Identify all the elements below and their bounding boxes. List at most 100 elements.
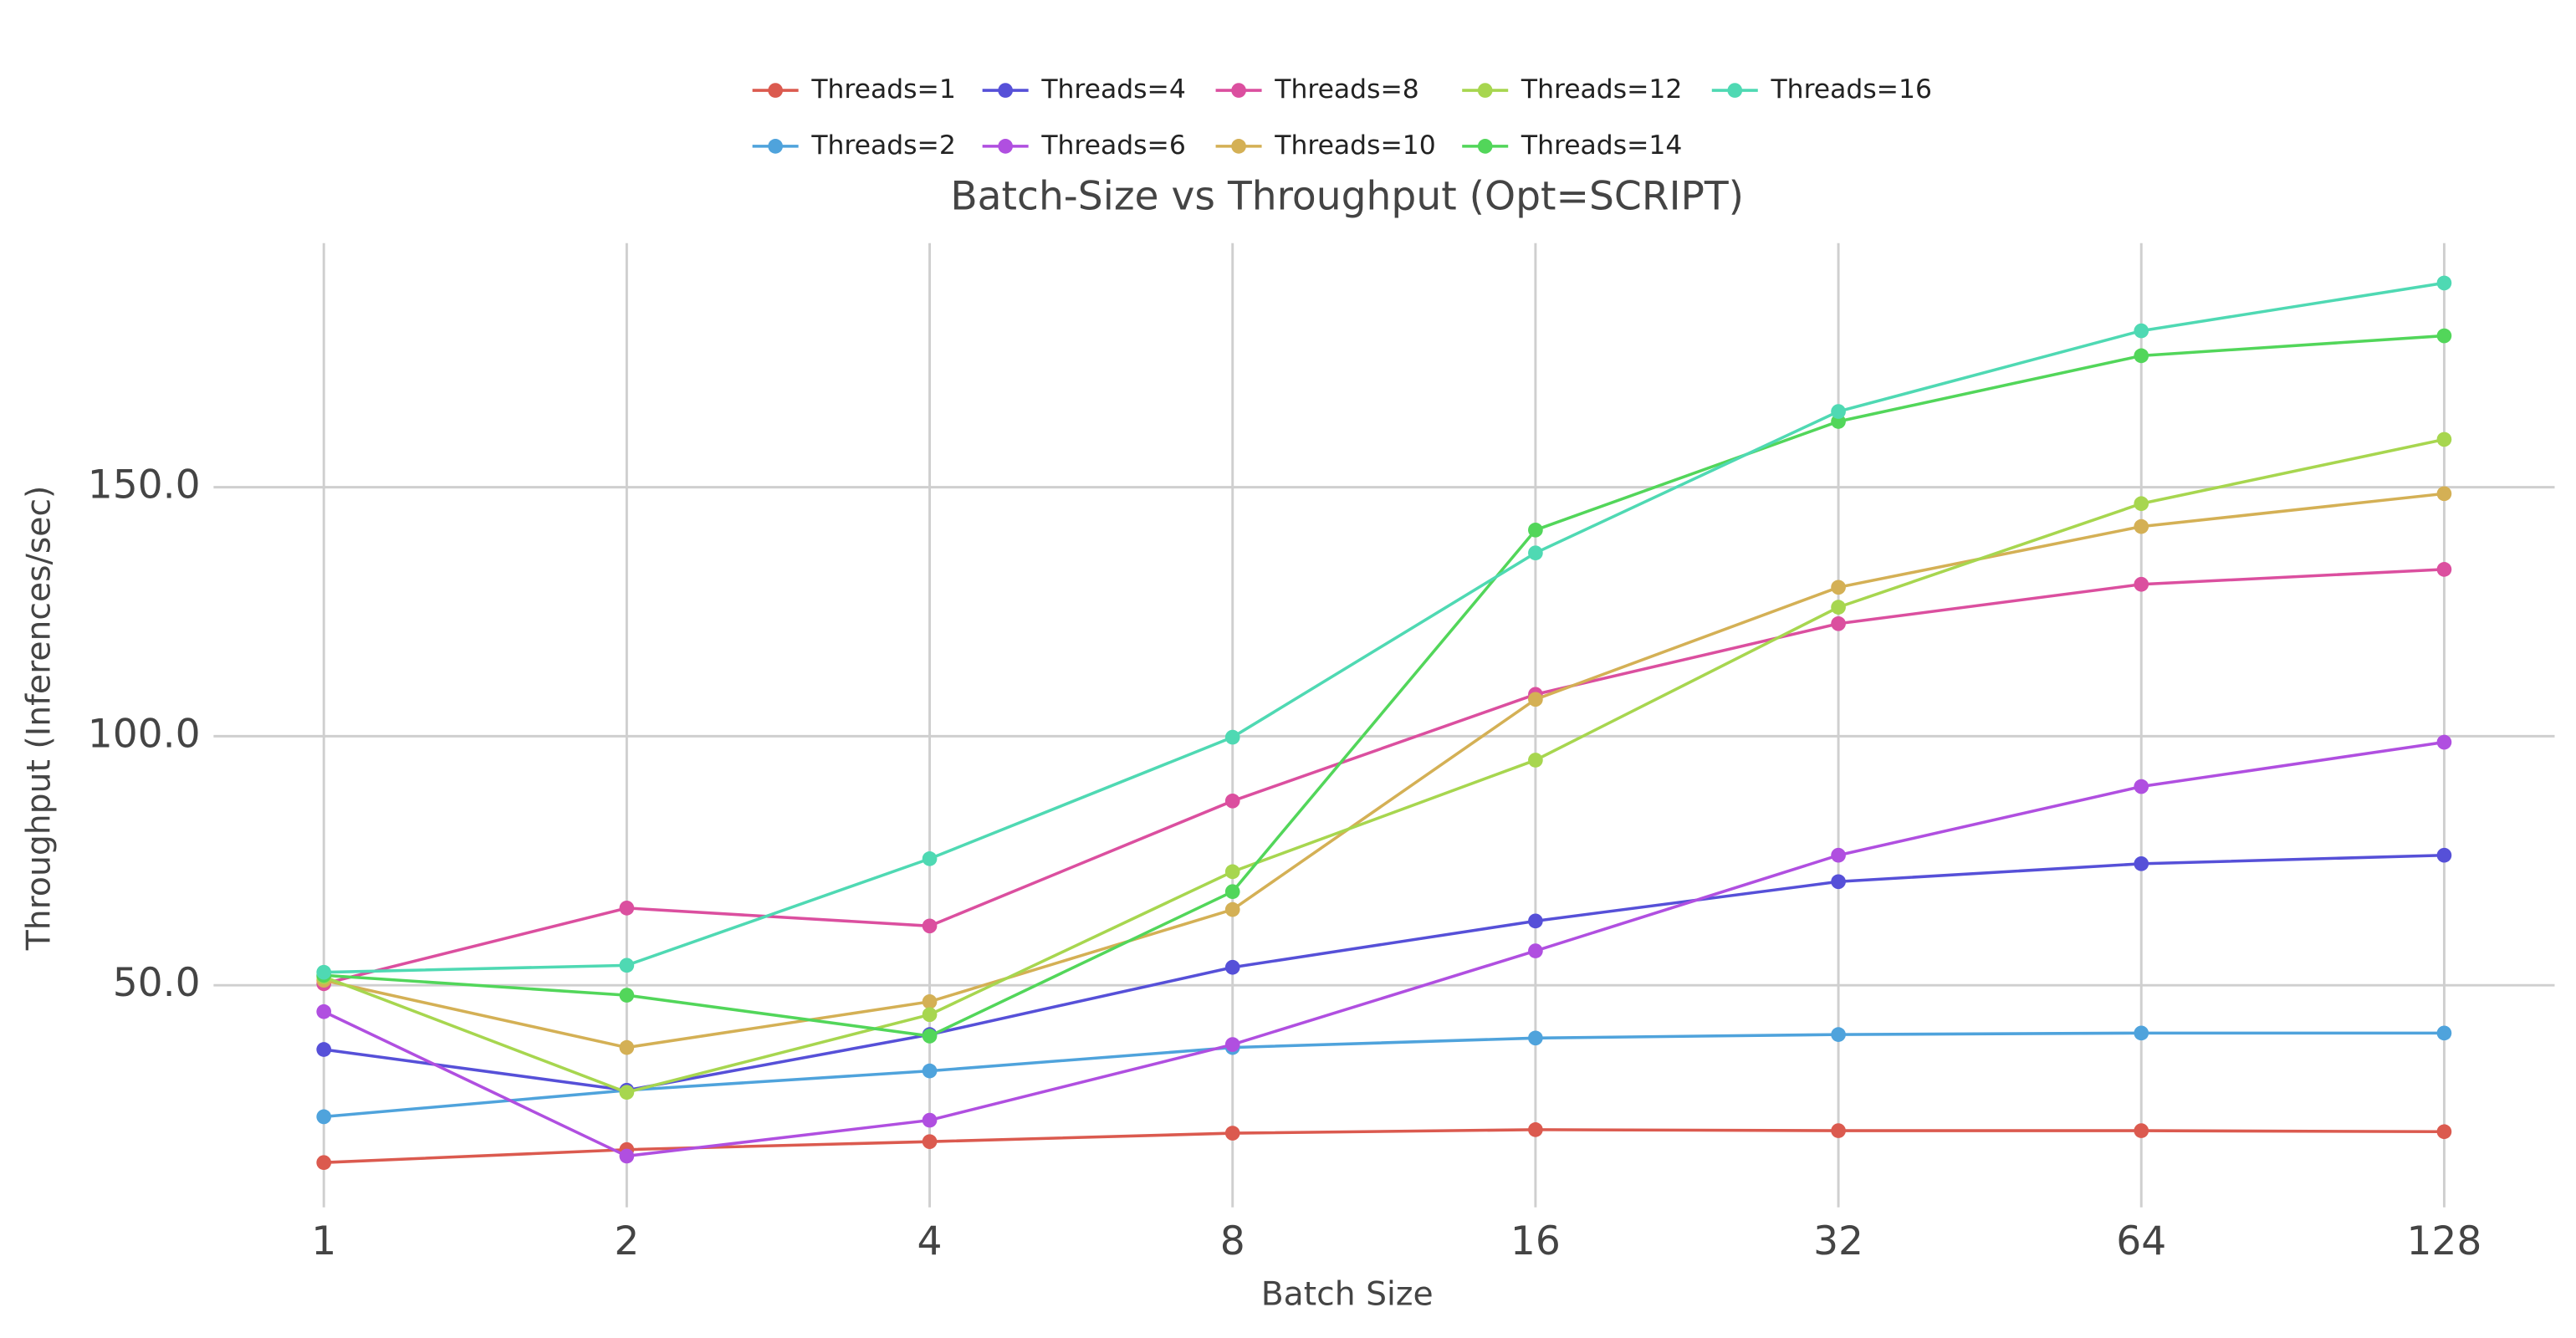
x-tick-label: 1 xyxy=(311,1218,336,1264)
data-point xyxy=(2134,496,2149,512)
y-tick-label: 150.0 xyxy=(88,462,201,508)
series-line xyxy=(324,334,2445,1038)
legend-item: Threads=1 xyxy=(752,74,956,105)
data-point xyxy=(1224,959,1240,975)
series-line xyxy=(323,740,2445,1158)
legend-item: Threads=10 xyxy=(1215,130,1436,161)
x-tick-label: 32 xyxy=(1813,1218,1863,1264)
legend-marker xyxy=(998,83,1013,98)
legend-label: Threads=6 xyxy=(1040,130,1185,161)
data-point xyxy=(1224,901,1240,917)
series-line xyxy=(324,1031,2445,1119)
legend-label: Threads=8 xyxy=(1274,74,1418,105)
data-point xyxy=(1528,943,1543,958)
data-point xyxy=(922,851,938,866)
legend-item: Threads=8 xyxy=(1215,74,1419,105)
legend-marker xyxy=(768,83,783,98)
data-point xyxy=(2134,779,2149,794)
legend-item: Threads=2 xyxy=(752,130,956,161)
legend-label: Threads=1 xyxy=(810,74,955,105)
data-point xyxy=(619,901,635,916)
legend-item: Threads=4 xyxy=(982,74,1186,105)
grid xyxy=(213,243,2555,1208)
y-tick-label: 50.0 xyxy=(113,960,201,1006)
legend-marker xyxy=(1477,83,1493,98)
x-tick-label: 2 xyxy=(614,1218,639,1264)
data-point xyxy=(2436,432,2452,447)
data-point xyxy=(316,1042,332,1057)
data-point xyxy=(1831,847,1846,863)
data-point xyxy=(2436,847,2452,863)
data-point xyxy=(316,1109,332,1125)
data-point xyxy=(1831,580,1846,595)
data-point xyxy=(2134,348,2149,364)
legend-marker xyxy=(1727,83,1743,98)
x-tick-label: 64 xyxy=(2116,1218,2166,1264)
data-point xyxy=(619,958,635,973)
legend-marker xyxy=(1231,139,1246,154)
x-tick-label: 4 xyxy=(917,1218,943,1264)
data-point xyxy=(2436,275,2452,291)
data-point xyxy=(619,1039,635,1055)
x-tick-label: 8 xyxy=(1220,1218,1245,1264)
data-point xyxy=(2134,518,2149,534)
data-point xyxy=(2436,486,2452,502)
data-point xyxy=(922,918,938,934)
data-point xyxy=(1528,913,1543,929)
data-point xyxy=(1528,545,1543,561)
data-point xyxy=(1831,404,1846,419)
legend-marker xyxy=(1477,139,1493,154)
y-axis-label: Throughput (Inferences/sec) xyxy=(21,486,59,952)
data-point xyxy=(2134,1123,2149,1138)
y-tick-label: 100.0 xyxy=(88,711,201,757)
legend-item: Threads=12 xyxy=(1462,74,1682,105)
data-point xyxy=(1224,1037,1240,1052)
legend-item: Threads=14 xyxy=(1462,130,1682,161)
data-point xyxy=(2436,734,2452,750)
series-line xyxy=(323,853,2445,1092)
data-point xyxy=(2134,1025,2149,1041)
data-point xyxy=(1831,615,1846,631)
data-point xyxy=(922,993,938,1009)
data-point xyxy=(2436,328,2452,344)
data-point xyxy=(922,1063,938,1079)
series-line xyxy=(323,437,2445,1095)
data-point xyxy=(316,964,332,980)
data-point xyxy=(1224,729,1240,745)
data-point xyxy=(619,1085,635,1101)
series-line xyxy=(324,281,2445,974)
legend-item: Threads=16 xyxy=(1711,74,1932,105)
legend-marker xyxy=(1231,83,1246,98)
data-point xyxy=(1831,1123,1846,1138)
legend-item: Threads=6 xyxy=(982,130,1186,161)
data-point xyxy=(619,1148,635,1164)
series-line xyxy=(323,492,2445,1049)
data-point xyxy=(2436,1124,2452,1140)
data-point xyxy=(2134,323,2149,339)
x-tick-label: 16 xyxy=(1510,1218,1561,1264)
data-point xyxy=(922,1134,938,1150)
legend-label: Threads=12 xyxy=(1521,74,1682,105)
data-point xyxy=(922,1112,938,1128)
data-point xyxy=(2436,562,2452,577)
data-point xyxy=(1528,522,1543,538)
data-point xyxy=(316,1155,332,1171)
data-point xyxy=(2134,576,2149,592)
data-point xyxy=(1224,793,1240,809)
legend-marker xyxy=(998,139,1013,154)
legend-marker xyxy=(768,139,783,154)
data-point xyxy=(2134,856,2149,871)
data-point xyxy=(1528,1122,1543,1137)
data-point xyxy=(1224,1126,1240,1141)
data-point xyxy=(619,988,635,1003)
legend-label: Threads=16 xyxy=(1770,74,1931,105)
chart-title: Batch-Size vs Throughput (Opt=SCRIPT) xyxy=(950,174,1744,220)
series-line xyxy=(323,568,2445,986)
series-line xyxy=(324,1128,2445,1164)
data-point xyxy=(316,1004,332,1019)
legend-label: Threads=14 xyxy=(1521,130,1682,161)
legend-label: Threads=4 xyxy=(1040,74,1185,105)
data-point xyxy=(922,1029,938,1044)
